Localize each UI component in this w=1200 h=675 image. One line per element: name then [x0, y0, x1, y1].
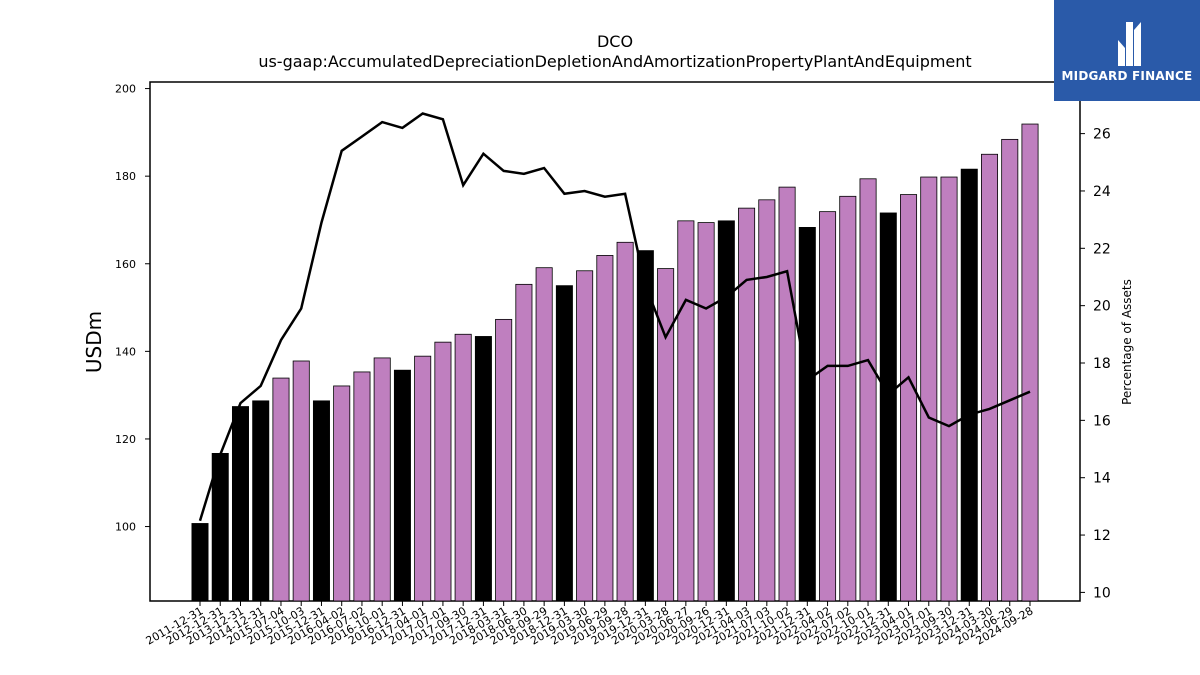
bar [414, 355, 432, 602]
bar [677, 220, 695, 602]
x-axis: 2011-12-312012-12-312013-12-312014-12-31… [144, 601, 1036, 648]
bar [839, 195, 857, 602]
bar [738, 207, 756, 602]
bar [312, 400, 330, 602]
bar [576, 270, 594, 602]
y-right-tick-label: 22 [1093, 241, 1111, 257]
chart-subtitle: us-gaap:AccumulatedDepreciationDepletion… [258, 52, 972, 71]
chart-title: DCO [596, 32, 634, 51]
y-right-tick-label: 14 [1093, 471, 1111, 487]
y-tick-label: 100 [115, 521, 136, 534]
bar [940, 176, 958, 602]
bar [819, 211, 837, 602]
y-axis-right-label: Percentage of Assets [1120, 279, 1134, 405]
bar [596, 255, 614, 602]
plot-frame [149, 81, 1081, 602]
y-right-tick-label: 10 [1093, 585, 1111, 601]
bar [920, 176, 938, 602]
bar [758, 199, 776, 602]
y-tick-label: 120 [115, 433, 136, 446]
y-tick-label: 160 [115, 258, 136, 271]
bar [292, 360, 310, 602]
y-right-tick-label: 16 [1093, 413, 1111, 429]
logo-text: MIDGARD FINANCE [1061, 69, 1193, 83]
bar [717, 220, 735, 602]
bar [353, 371, 371, 602]
bar [393, 369, 411, 602]
bars [191, 123, 1039, 602]
bar [333, 385, 351, 602]
bar [879, 212, 897, 602]
bar [798, 227, 816, 602]
bar [900, 194, 918, 602]
bar [535, 267, 553, 602]
brand-logo: MIDGARD FINANCE [1054, 0, 1200, 101]
percentage-line [198, 112, 1031, 522]
y-right-tick-label: 26 [1093, 127, 1111, 143]
y-tick-label: 140 [115, 345, 136, 358]
bar [191, 523, 209, 602]
bar [272, 377, 290, 602]
bar [434, 341, 452, 602]
y-right-tick-label: 18 [1093, 356, 1111, 372]
bar [657, 268, 675, 602]
bar [252, 400, 270, 602]
bar [981, 153, 999, 602]
y-right-tick-label: 20 [1093, 299, 1111, 315]
bar [474, 336, 492, 602]
bar [555, 285, 573, 602]
y-axis-label: USDm [82, 310, 106, 374]
bar [231, 406, 249, 602]
y-tick-label: 180 [115, 170, 136, 183]
bar [960, 168, 978, 602]
y-axis-right: 10 12 14 16 18 20 22 24 26 [1080, 127, 1111, 601]
y-right-tick-label: 12 [1093, 528, 1111, 544]
bar [859, 178, 877, 602]
bar [1021, 123, 1039, 602]
bar [515, 283, 533, 602]
bar [495, 318, 513, 602]
y-right-tick-label: 24 [1093, 184, 1111, 200]
logo-mark-icon [1118, 22, 1141, 66]
bar [697, 222, 715, 602]
y-tick-label: 200 [115, 83, 136, 96]
bar [778, 186, 796, 602]
bar [616, 241, 634, 602]
y-axis-left: 100 120 140 160 180 200 [115, 83, 150, 534]
bar [454, 333, 472, 602]
bar [373, 357, 391, 602]
bar [1001, 138, 1019, 602]
